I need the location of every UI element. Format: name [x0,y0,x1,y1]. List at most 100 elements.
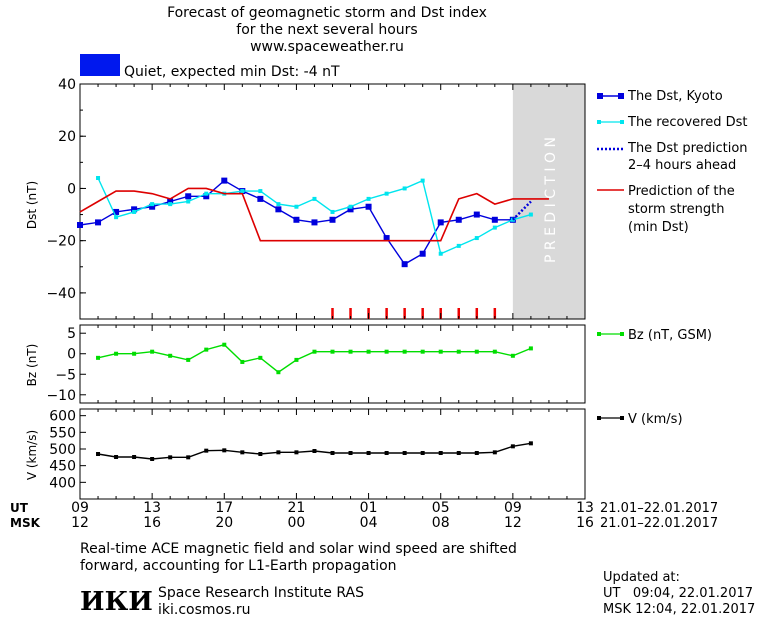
v-point [258,452,263,456]
bz-point [474,349,479,354]
chart-title-line1: Forecast of geomagnetic storm and Dst in… [167,5,487,21]
dst-panel-frame [79,83,586,320]
v-point [474,451,479,455]
ut-tick-label: 13 [576,500,594,516]
legend-bz-marker [620,332,624,336]
dst-kyoto-point [95,219,102,226]
dst-recovered-point [456,243,461,248]
dst-recovered-point [150,202,155,207]
legend-v: V (km/s) [628,412,683,427]
msk-tick-label: 08 [432,515,450,531]
chart-url: www.spaceweather.ru [250,39,404,55]
bz-point [132,351,137,356]
legend-storm-3: (min Dst) [628,220,689,235]
chart-title-line2: for the next several hours [236,22,417,38]
iki-logo: ИКИ [80,587,153,617]
v-point [384,451,389,455]
dst-y-tick-label: 40 [58,77,76,93]
dst-recovered-point [96,176,101,180]
bz-point [204,347,209,352]
dst-recovered-point [312,196,317,201]
dst-recovered-point [384,191,389,196]
date-range-msk: 21.01–22.01.2017 [600,516,718,531]
bz-point [168,353,173,358]
v-axis-label: V (km/s) [25,430,39,480]
bz-point [330,349,335,354]
v-point [150,457,155,461]
updated-msk: MSK 12:04, 22.01.2017 [603,602,755,617]
dst-kyoto-point [365,203,372,210]
dst-y-tick-label: −40 [46,286,76,302]
v-point [132,455,137,459]
bz-point [276,370,281,375]
bz-point [294,357,299,362]
ut-tick-label: 17 [215,500,233,516]
dst-recovered-point [528,212,533,217]
prediction-label: P R E D I C T I O N [543,137,559,263]
dst-recovered-point [294,204,299,209]
dst-kyoto-point [347,206,354,213]
dst-kyoto-point [221,177,228,184]
v-point [294,450,299,455]
time-tick-labels: 09 13 17 21 01 05 09 13 12 16 20 00 04 08 12 16 [71,500,594,531]
ut-tick-label: 09 [71,500,89,516]
dst-recovered-point [114,215,119,220]
dst-recovered-point [276,202,281,207]
v-point [492,450,497,455]
dst-kyoto-point [257,195,264,202]
msk-tick-label: 12 [71,515,89,531]
msk-tick-label: 16 [576,515,594,531]
dst-y-tick-label: 0 [67,181,76,197]
dst-recovered-point [366,196,371,201]
dst-recovered-point [186,199,191,204]
msk-tick-label: 04 [360,515,378,531]
dst-recovered-point [258,189,263,194]
v-point [204,448,209,453]
v-point [312,449,317,453]
dst-recovered-point [492,225,497,230]
prediction-region [512,84,585,319]
dst-recovered-point [348,204,353,209]
ut-axis-label: UT [10,501,29,515]
v-point [276,450,281,455]
bz-point [96,355,101,360]
bz-point [402,349,407,354]
dst-kyoto-point [275,206,282,213]
v-point [222,448,227,453]
bz-y-tick-label: −5 [55,367,76,383]
bz-line [97,343,532,374]
bz-axis-label: Bz (nT) [25,344,39,387]
dst-kyoto-point [167,198,174,205]
dst-recovered-point [132,209,137,214]
dst-recovered-point [240,189,245,194]
bz-point [528,346,533,351]
legend-bz-marker [597,332,601,336]
dst-recovered-point [402,186,407,191]
dst-kyoto-point [293,216,300,223]
dst-y-tick-label: 20 [58,129,76,145]
v-point [168,455,173,460]
legend-storm-2: storm strength [628,202,725,217]
v-point [438,451,443,455]
bz-y-tick-label: 5 [67,326,76,342]
bz-point [384,349,389,354]
dst-kyoto-point [419,250,426,257]
bz-point [312,349,317,354]
bz-y-tick-label: 0 [67,347,76,363]
ut-tick-label: 21 [288,500,306,516]
legend-storm-1: Prediction of the [628,184,735,199]
msk-axis-label: MSK [10,516,41,530]
legend: The Dst, Kyoto The recovered Dst The Dst… [597,89,748,427]
v-point [528,441,533,446]
dst-recovered-point [420,178,425,183]
bz-point [240,359,245,364]
dst-kyoto-point [113,208,120,215]
dst-kyoto-point [473,211,480,218]
dst-recovered-point [438,251,443,256]
updated-label: Updated at: [603,570,680,585]
dst-kyoto-point [77,222,83,228]
bz-point [222,342,227,347]
dst-kyoto-point [149,203,156,210]
status-text: Quiet, expected min Dst: -4 nT [124,64,340,80]
v-point [510,444,515,449]
